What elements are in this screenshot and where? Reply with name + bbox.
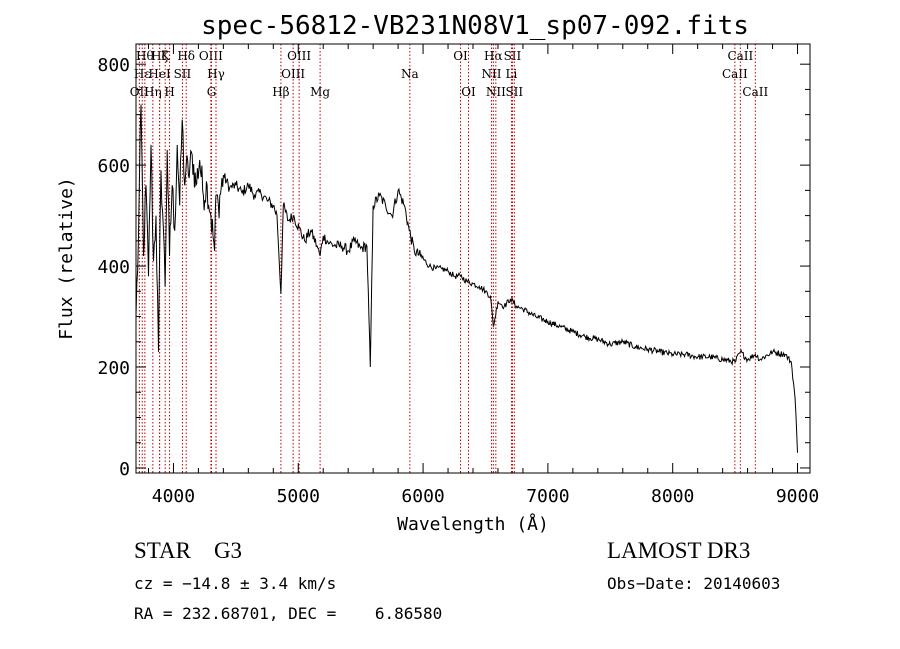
x-tick-label: 9000 xyxy=(776,486,819,507)
line-label-21: Hα xyxy=(484,49,503,63)
line-label-20: NII xyxy=(481,67,501,81)
survey-name: LAMOST DR3 xyxy=(607,538,751,563)
x-tick-label: 5000 xyxy=(277,486,320,507)
redshift-readout: cz = −14.8 ± 3.4 km/s xyxy=(134,574,337,593)
x-axis-label: Wavelength (Å) xyxy=(397,513,549,535)
line-label-25: SII xyxy=(505,85,523,99)
line-label-0: OII xyxy=(130,85,150,99)
line-label-23: SII xyxy=(504,49,522,63)
line-label-17: Na xyxy=(401,67,419,81)
y-tick-label: 200 xyxy=(97,358,130,379)
y-axis-label: Flux (relative) xyxy=(56,177,77,340)
line-label-12: Hγ xyxy=(207,67,225,81)
x-tick-label: 6000 xyxy=(401,486,444,507)
x-tick-label: 4000 xyxy=(152,486,195,507)
line-label-13: Hβ xyxy=(272,85,289,99)
line-label-15: OIII xyxy=(287,49,311,63)
line-label-16: Mg xyxy=(310,85,330,99)
line-label-11: G xyxy=(207,85,217,99)
y-tick-label: 600 xyxy=(97,156,130,177)
line-label-2: Hθ xyxy=(136,49,154,63)
object-type: STAR G3 xyxy=(134,538,243,563)
y-tick-label: 400 xyxy=(97,257,130,278)
line-label-7: H xyxy=(164,85,174,99)
line-label-14: OIII xyxy=(281,67,305,81)
line-label-26: CaII xyxy=(722,67,748,81)
line-label-5: HeI xyxy=(148,67,171,81)
chart-title: spec-56812-VB231N08V1_sp07-092.fits xyxy=(201,11,749,41)
line-label-28: CaII xyxy=(742,85,768,99)
line-label-27: CaII xyxy=(727,49,753,63)
plot-frame xyxy=(135,43,811,474)
line-label-22: NII xyxy=(486,85,506,99)
line-label-9: Hδ xyxy=(177,49,195,63)
spectrum-series-line xyxy=(135,104,798,453)
line-label-24: Li xyxy=(506,67,518,81)
x-tick-label: 8000 xyxy=(651,486,694,507)
x-tick-label: 7000 xyxy=(526,486,569,507)
line-label-18: OI xyxy=(453,49,468,63)
line-label-6: K xyxy=(161,49,171,63)
line-label-3: Hη xyxy=(144,85,162,99)
line-label-8: SII xyxy=(174,67,192,81)
line-label-1: Hε xyxy=(134,67,151,81)
line-label-19: OI xyxy=(461,85,476,99)
y-tick-label: 800 xyxy=(97,55,130,76)
coordinates-readout: RA = 232.68701, DEC = 6.86580 xyxy=(134,604,443,623)
observation-date: Obs−Date: 20140603 xyxy=(607,574,781,593)
y-tick-label: 0 xyxy=(119,459,130,480)
